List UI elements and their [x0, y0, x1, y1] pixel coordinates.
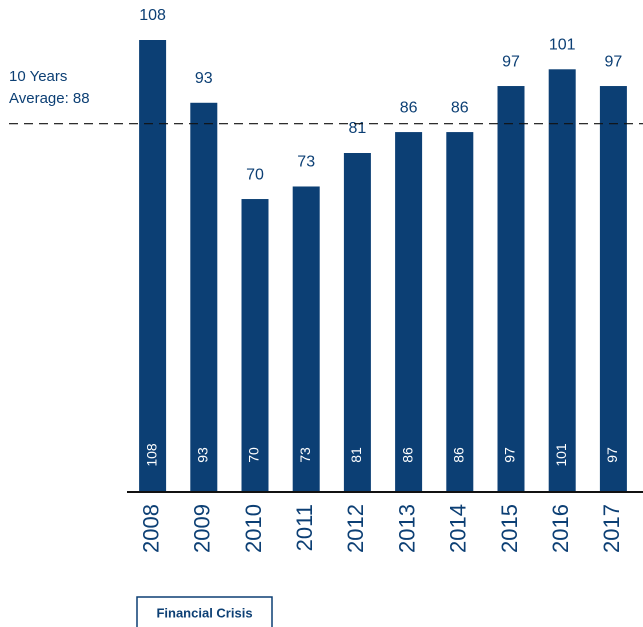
data-label: 101: [549, 37, 576, 54]
inner-label: 97: [502, 447, 518, 463]
x-tick-label: 2010: [241, 504, 266, 553]
bar: [190, 102, 218, 493]
x-tick-label: 2011: [292, 504, 317, 551]
x-tick-label: 2009: [190, 504, 215, 553]
bar: [139, 40, 167, 492]
bar: [241, 199, 269, 492]
bar: [497, 86, 525, 492]
data-label: 73: [297, 154, 315, 171]
inner-label: 93: [195, 447, 211, 463]
bar: [548, 69, 576, 492]
inner-label: 81: [348, 447, 364, 463]
inner-label: 108: [143, 443, 159, 467]
bar: [292, 186, 320, 492]
data-label: 86: [400, 99, 418, 116]
average-label: Average: 88: [9, 90, 90, 107]
annotation-box: [136, 596, 273, 627]
bar: [446, 132, 474, 492]
data-label: 97: [605, 53, 623, 70]
annotation: Financial Crisis: [156, 605, 252, 620]
bar: [343, 153, 371, 492]
x-tick-label: 2014: [446, 504, 471, 553]
inner-label: 101: [553, 443, 569, 467]
data-label: 97: [502, 53, 520, 70]
bar: [599, 86, 627, 492]
inner-label: 73: [297, 447, 313, 463]
inner-label: 86: [399, 447, 415, 463]
data-label: 70: [246, 166, 264, 183]
data-label: 93: [195, 70, 213, 87]
inner-label: 86: [451, 447, 467, 463]
inner-label: 70: [246, 447, 262, 463]
inner-label: 97: [604, 447, 620, 463]
average-label: 10 Years: [9, 68, 67, 85]
data-label: 86: [451, 99, 469, 116]
x-tick-label: 2013: [394, 504, 419, 553]
x-tick-label: 2015: [497, 504, 522, 553]
x-tick-label: 2008: [138, 504, 163, 553]
data-label: 81: [349, 120, 367, 137]
data-label: 108: [139, 7, 166, 24]
x-tick-label: 2012: [343, 504, 368, 553]
x-tick-label: 2017: [599, 504, 624, 553]
bar: [395, 132, 423, 492]
x-tick-label: 2016: [548, 504, 573, 553]
